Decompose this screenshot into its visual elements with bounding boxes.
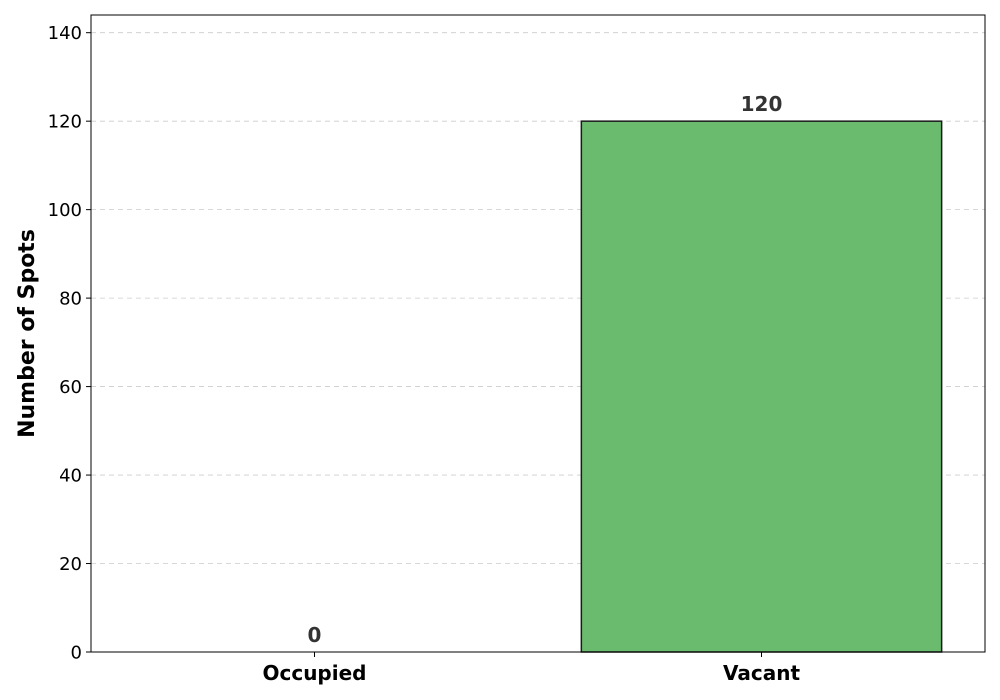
y-tick-label: 40 <box>59 466 82 487</box>
y-tick-label: 140 <box>48 23 82 44</box>
data-label-occupied: 0 <box>308 623 322 647</box>
x-tick-label-vacant: Vacant <box>723 661 800 685</box>
y-tick-label: 80 <box>59 289 82 310</box>
data-label-vacant: 120 <box>741 92 783 116</box>
y-axis-ticks: 0 20 40 60 80 100 120 140 <box>48 23 91 664</box>
plot-frame <box>90 14 986 653</box>
y-tick-label: 100 <box>48 200 82 221</box>
x-axis-ticks: Occupied Vacant <box>262 652 800 685</box>
y-tick-label: 0 <box>71 643 82 664</box>
y-tick-label: 60 <box>59 377 82 398</box>
x-tick-label-occupied: Occupied <box>262 661 366 685</box>
y-tick-label: 120 <box>48 112 82 133</box>
bars <box>580 120 943 653</box>
data-labels: 0 120 <box>308 92 783 647</box>
y-axis-title: Number of Spots <box>15 229 40 438</box>
bar-vacant <box>580 120 943 653</box>
y-tick-label: 20 <box>59 554 82 575</box>
